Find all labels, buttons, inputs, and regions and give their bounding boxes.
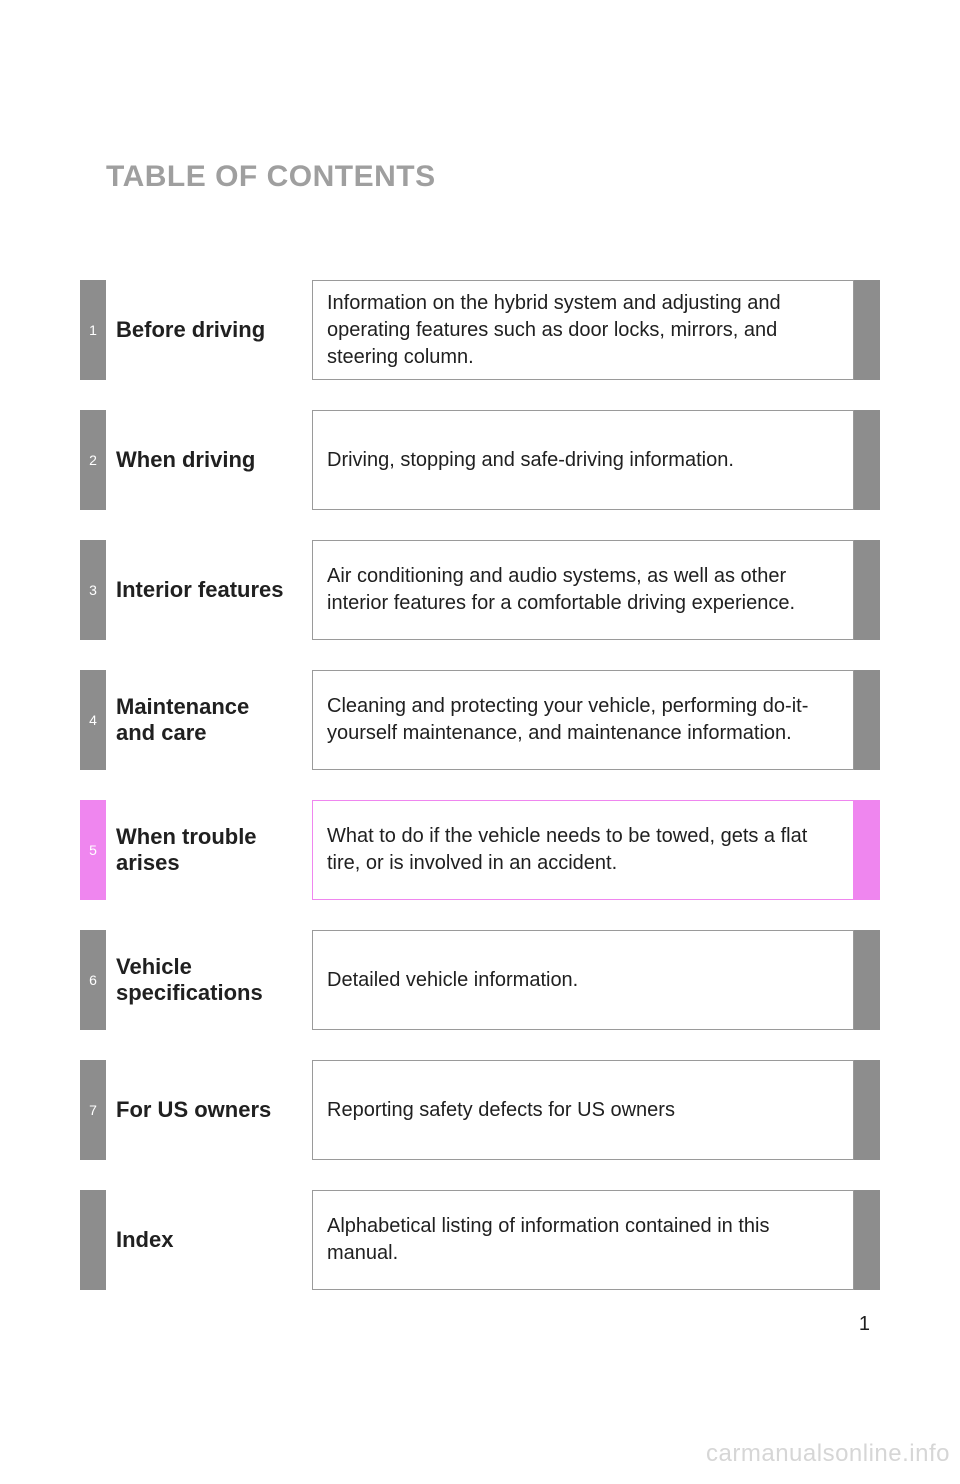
section-title: Interior features bbox=[106, 540, 294, 640]
section-title: Vehicle specifications bbox=[106, 930, 294, 1030]
section-number-tab: 3 bbox=[80, 540, 106, 640]
right-edge-tab bbox=[854, 800, 880, 900]
section-description: What to do if the vehicle needs to be to… bbox=[312, 800, 854, 900]
section-number-tab: 1 bbox=[80, 280, 106, 380]
right-edge-tab bbox=[854, 930, 880, 1030]
section-title: Maintenance and care bbox=[106, 670, 294, 770]
watermark-text: carmanualsonline.info bbox=[706, 1440, 950, 1468]
right-edge-tab bbox=[854, 1060, 880, 1160]
toc-row[interactable]: 5When trouble arisesWhat to do if the ve… bbox=[80, 800, 880, 900]
section-description: Reporting safety defects for US owners bbox=[312, 1060, 854, 1160]
section-description: Detailed vehicle information. bbox=[312, 930, 854, 1030]
section-description: Air conditioning and audio systems, as w… bbox=[312, 540, 854, 640]
section-title: When driving bbox=[106, 410, 294, 510]
section-title: Before driving bbox=[106, 280, 294, 380]
right-edge-tab bbox=[854, 670, 880, 770]
section-number-tab: 4 bbox=[80, 670, 106, 770]
page-container: TABLE OF CONTENTS 1Before drivingInforma… bbox=[0, 0, 960, 1330]
spacer bbox=[294, 1060, 312, 1160]
section-description: Alphabetical listing of information cont… bbox=[312, 1190, 854, 1290]
section-title: When trouble arises bbox=[106, 800, 294, 900]
right-edge-tab bbox=[854, 1190, 880, 1290]
section-number-tab: 7 bbox=[80, 1060, 106, 1160]
spacer bbox=[294, 800, 312, 900]
section-number-tab: 6 bbox=[80, 930, 106, 1030]
toc-row[interactable]: IndexAlphabetical listing of information… bbox=[80, 1190, 880, 1290]
spacer bbox=[294, 1190, 312, 1290]
right-edge-tab bbox=[854, 540, 880, 640]
toc-row[interactable]: 7For US ownersReporting safety defects f… bbox=[80, 1060, 880, 1160]
spacer bbox=[294, 410, 312, 510]
toc-row[interactable]: 3Interior featuresAir conditioning and a… bbox=[80, 540, 880, 640]
spacer bbox=[294, 930, 312, 1030]
toc-row[interactable]: 1Before drivingInformation on the hybrid… bbox=[80, 280, 880, 380]
spacer bbox=[294, 540, 312, 640]
spacer bbox=[294, 670, 312, 770]
section-title: For US owners bbox=[106, 1060, 294, 1160]
section-number-tab: 2 bbox=[80, 410, 106, 510]
section-number-tab: 5 bbox=[80, 800, 106, 900]
section-description: Driving, stopping and safe-driving infor… bbox=[312, 410, 854, 510]
right-edge-tab bbox=[854, 280, 880, 380]
toc-row[interactable]: 4Maintenance and careCleaning and protec… bbox=[80, 670, 880, 770]
section-description: Cleaning and protecting your vehicle, pe… bbox=[312, 670, 854, 770]
section-description: Information on the hybrid system and adj… bbox=[312, 280, 854, 380]
toc-row[interactable]: 6Vehicle specificationsDetailed vehicle … bbox=[80, 930, 880, 1030]
section-number-tab bbox=[80, 1190, 106, 1290]
toc-list: 1Before drivingInformation on the hybrid… bbox=[80, 280, 880, 1290]
spacer bbox=[294, 280, 312, 380]
section-title: Index bbox=[106, 1190, 294, 1290]
page-title: TABLE OF CONTENTS bbox=[106, 160, 880, 194]
page-number: 1 bbox=[859, 1313, 870, 1336]
toc-row[interactable]: 2When drivingDriving, stopping and safe-… bbox=[80, 410, 880, 510]
right-edge-tab bbox=[854, 410, 880, 510]
